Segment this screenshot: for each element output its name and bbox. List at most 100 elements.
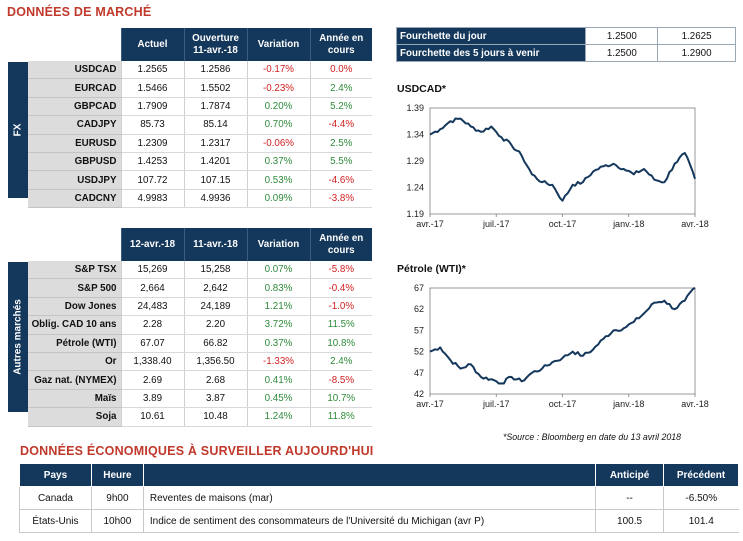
fx-header-ytd: Année en cours [309, 28, 372, 61]
table-row: Dow Jones 24,483 24,189 1.21% -1.0% [28, 297, 372, 317]
eco-header-time: Heure [90, 463, 144, 487]
source-note: *Source : Bloomberg en date du 13 avril … [503, 432, 682, 442]
cell-chg: 0.45% [246, 389, 310, 409]
usdcad-chart-title: USDCAD* [397, 83, 447, 95]
range-low: 1.2500 [585, 27, 659, 45]
cell-cur: 2.69 [120, 370, 184, 390]
cell-open: 1.7874 [183, 97, 247, 117]
row-label: GBPUSD [28, 152, 121, 172]
cell-cur: 1.7909 [120, 97, 184, 117]
cell-ytd: -8.5% [309, 370, 372, 390]
usdcad-y-tick: 1.24 [406, 183, 424, 193]
table-row: S&P TSX 15,269 15,258 0.07% -5.8% [28, 261, 372, 280]
oil-y-tick: 62 [414, 304, 424, 314]
table-row: Or 1,338.40 1,356.50 -1.33% 2.4% [28, 352, 372, 372]
table-row: Pétrole (WTI) 67.07 66.82 0.37% 10.8% [28, 334, 372, 353]
cell-cur: 67.07 [120, 334, 184, 353]
row-label: Soja [28, 407, 121, 427]
cell-ytd: -5.8% [309, 261, 372, 280]
cell-ytd: -4.4% [309, 115, 372, 135]
table-row: CADCNY 4.9983 4.9936 0.09% -3.8% [28, 189, 372, 209]
usdcad-x-tick: janv.-18 [612, 219, 644, 229]
cell-ytd: 2.4% [309, 78, 372, 98]
usdcad-y-tick: 1.29 [406, 156, 424, 166]
cell-chg: 0.83% [246, 278, 310, 298]
oil-y-tick: 47 [414, 368, 424, 378]
cell-forecast: 100.5 [595, 509, 664, 533]
table-row: USDCAD 1.2565 1.2586 -0.17% 0.0% [28, 61, 372, 80]
fx-table: Actuel Ouverture 11-avr.-18 Variation An… [28, 28, 372, 209]
cell-forecast: -- [595, 486, 664, 510]
cell-open: 1.2317 [183, 134, 247, 153]
range-row: Fourchette des 5 jours à venir 1.2500 1.… [395, 44, 736, 62]
cell-ytd: 10.7% [309, 389, 372, 409]
cell-prev: 2,642 [183, 278, 247, 298]
cell-chg: 0.20% [246, 97, 310, 117]
oil-x-tick: janv.-18 [612, 399, 644, 409]
cell-open: 107.15 [183, 170, 247, 190]
table-row: EURCAD 1.5466 1.5502 -0.23% 2.4% [28, 78, 372, 98]
cell-cur: 1,338.40 [120, 352, 184, 372]
row-label: GBPCAD [28, 97, 121, 117]
row-label: Or [28, 352, 121, 372]
cell-cur: 2.28 [120, 315, 184, 335]
cell-ytd: 5.2% [309, 97, 372, 117]
range-high: 1.2625 [657, 27, 736, 45]
cell-cur: 24,483 [120, 297, 184, 317]
cell-ytd: -4.6% [309, 170, 372, 190]
cell-open: 1.4201 [183, 152, 247, 172]
cell-prev: 1,356.50 [183, 352, 247, 372]
cell-cur: 1.2565 [120, 61, 184, 80]
table-row: EURUSD 1.2309 1.2317 -0.06% 2.5% [28, 134, 372, 153]
range-label: Fourchette du jour [395, 27, 587, 45]
cell-ytd: -0.4% [309, 278, 372, 298]
cell-prev: 2.20 [183, 315, 247, 335]
cell-chg: 0.37% [246, 334, 310, 353]
other-header-ytd: Année en cours [309, 228, 372, 261]
cell-chg: -1.33% [246, 352, 310, 372]
range-low: 1.2500 [585, 44, 659, 62]
cell-cur: 3.89 [120, 389, 184, 409]
cell-event: Indice de sentiment des consommateurs de… [142, 509, 596, 533]
cell-open: 4.9936 [183, 189, 247, 209]
oil-x-tick: oct.-17 [549, 399, 577, 409]
oil-y-tick: 42 [414, 389, 424, 399]
oil-y-tick: 57 [414, 325, 424, 335]
cell-previous: -6.50% [663, 486, 739, 510]
eco-header-previous: Précédent [663, 463, 739, 487]
row-label: S&P TSX [28, 261, 121, 280]
cell-prev: 2.68 [183, 370, 247, 390]
cell-cur: 2,664 [120, 278, 184, 298]
cell-prev: 24,189 [183, 297, 247, 317]
table-row: Canada 9h00 Reventes de maisons (mar) -- -6.… [19, 486, 739, 510]
cell-ytd: 5.5% [309, 152, 372, 172]
oil-x-tick: avr.-18 [681, 399, 709, 409]
range-row: Fourchette du jour 1.2500 1.2625 [395, 27, 736, 45]
table-row: Oblig. CAD 10 ans 2.28 2.20 3.72% 11.5% [28, 315, 372, 335]
table-row: États-Unis 10h00 Indice de sentiment des c… [19, 509, 739, 533]
row-label: CADJPY [28, 115, 121, 135]
cell-cur: 107.72 [120, 170, 184, 190]
cell-chg: 0.53% [246, 170, 310, 190]
range-label: Fourchette des 5 jours à venir [395, 44, 587, 62]
table-row: Soja 10.61 10.48 1.24% 11.8% [28, 407, 372, 427]
eco-header-country: Pays [19, 463, 92, 487]
cell-chg: -0.06% [246, 134, 310, 153]
cell-open: 1.5502 [183, 78, 247, 98]
cell-ytd: 11.8% [309, 407, 372, 427]
cell-open: 1.2586 [183, 61, 247, 80]
cell-country: États-Unis [19, 509, 92, 533]
table-row: GBPUSD 1.4253 1.4201 0.37% 5.5% [28, 152, 372, 172]
oil-series-line [429, 286, 696, 385]
oil-plot-frame [429, 287, 696, 395]
cell-ytd: 10.8% [309, 334, 372, 353]
fx-header-current: Actuel [120, 28, 184, 61]
table-row: Gaz nat. (NYMEX) 2.69 2.68 0.41% -8.5% [28, 370, 372, 390]
row-label: CADCNY [28, 189, 121, 209]
cell-prev: 15,258 [183, 261, 247, 280]
usdcad-y-tick: 1.19 [406, 209, 424, 219]
cell-event: Reventes de maisons (mar) [142, 486, 596, 510]
cell-chg: 0.37% [246, 152, 310, 172]
oil-chart-title: Pétrole (WTI)* [397, 263, 466, 275]
fx-header-open: Ouverture 11-avr.-18 [183, 28, 247, 61]
